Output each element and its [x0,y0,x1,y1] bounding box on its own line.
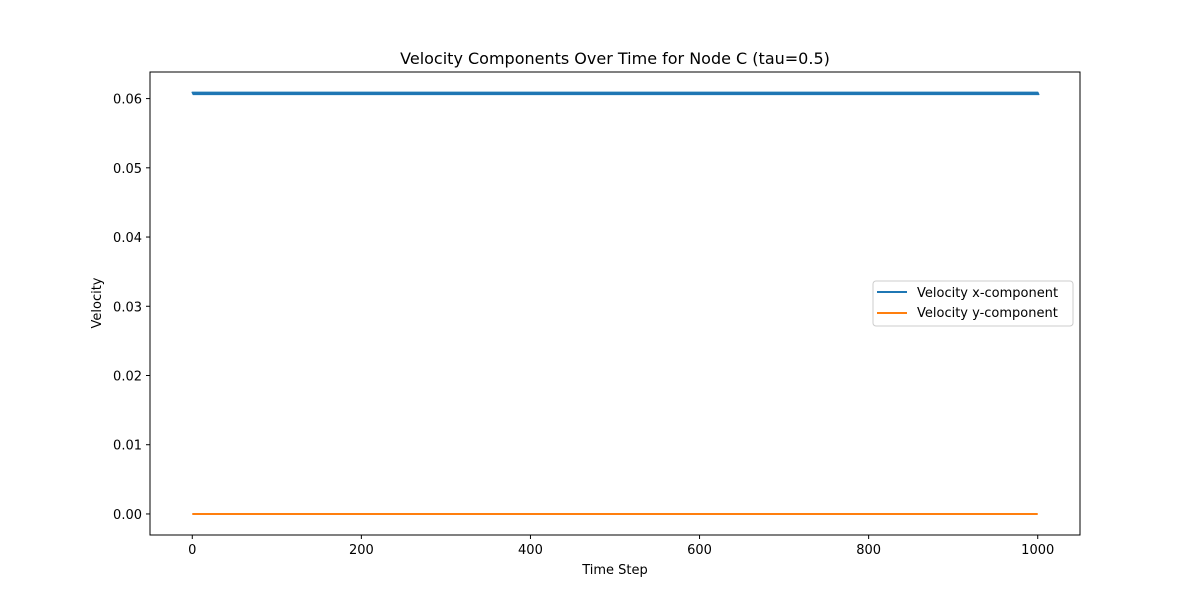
x-tick-label: 600 [687,543,712,558]
legend: Velocity x-component Velocity y-componen… [872,280,1074,327]
x-tick-label: 1000 [1021,543,1054,558]
y-tick-label: 0.04 [113,231,142,246]
x-tick-label: 400 [518,543,543,558]
y-tick-label: 0.05 [113,162,142,177]
y-tick-label: 0.00 [113,508,142,523]
y-axis-label: Velocity [90,277,105,328]
y-tick-label: 0.01 [113,439,142,454]
series-line-velocity-x-component [191,91,1040,96]
x-axis-label: Time Step [581,563,648,578]
x-tick-label: 0 [188,543,196,558]
legend-label-y-component: Velocity y-component [917,306,1058,321]
y-tick-label: 0.02 [113,369,142,384]
legend-label-x-component: Velocity x-component [917,286,1058,301]
y-tick-label: 0.06 [113,93,142,108]
legend-box [872,280,1074,327]
x-tick-label: 800 [856,543,881,558]
y-axis-ticks: 0.00 0.01 0.02 0.03 0.04 0.05 0.06 [113,93,150,523]
plot-frame [149,71,1081,536]
x-axis-ticks: 0 200 400 600 800 1000 [188,535,1054,558]
y-tick-label: 0.03 [113,300,142,315]
series-layer [191,91,1040,515]
x-tick-label: 200 [349,543,374,558]
chart-title: Velocity Components Over Time for Node C… [400,49,830,68]
